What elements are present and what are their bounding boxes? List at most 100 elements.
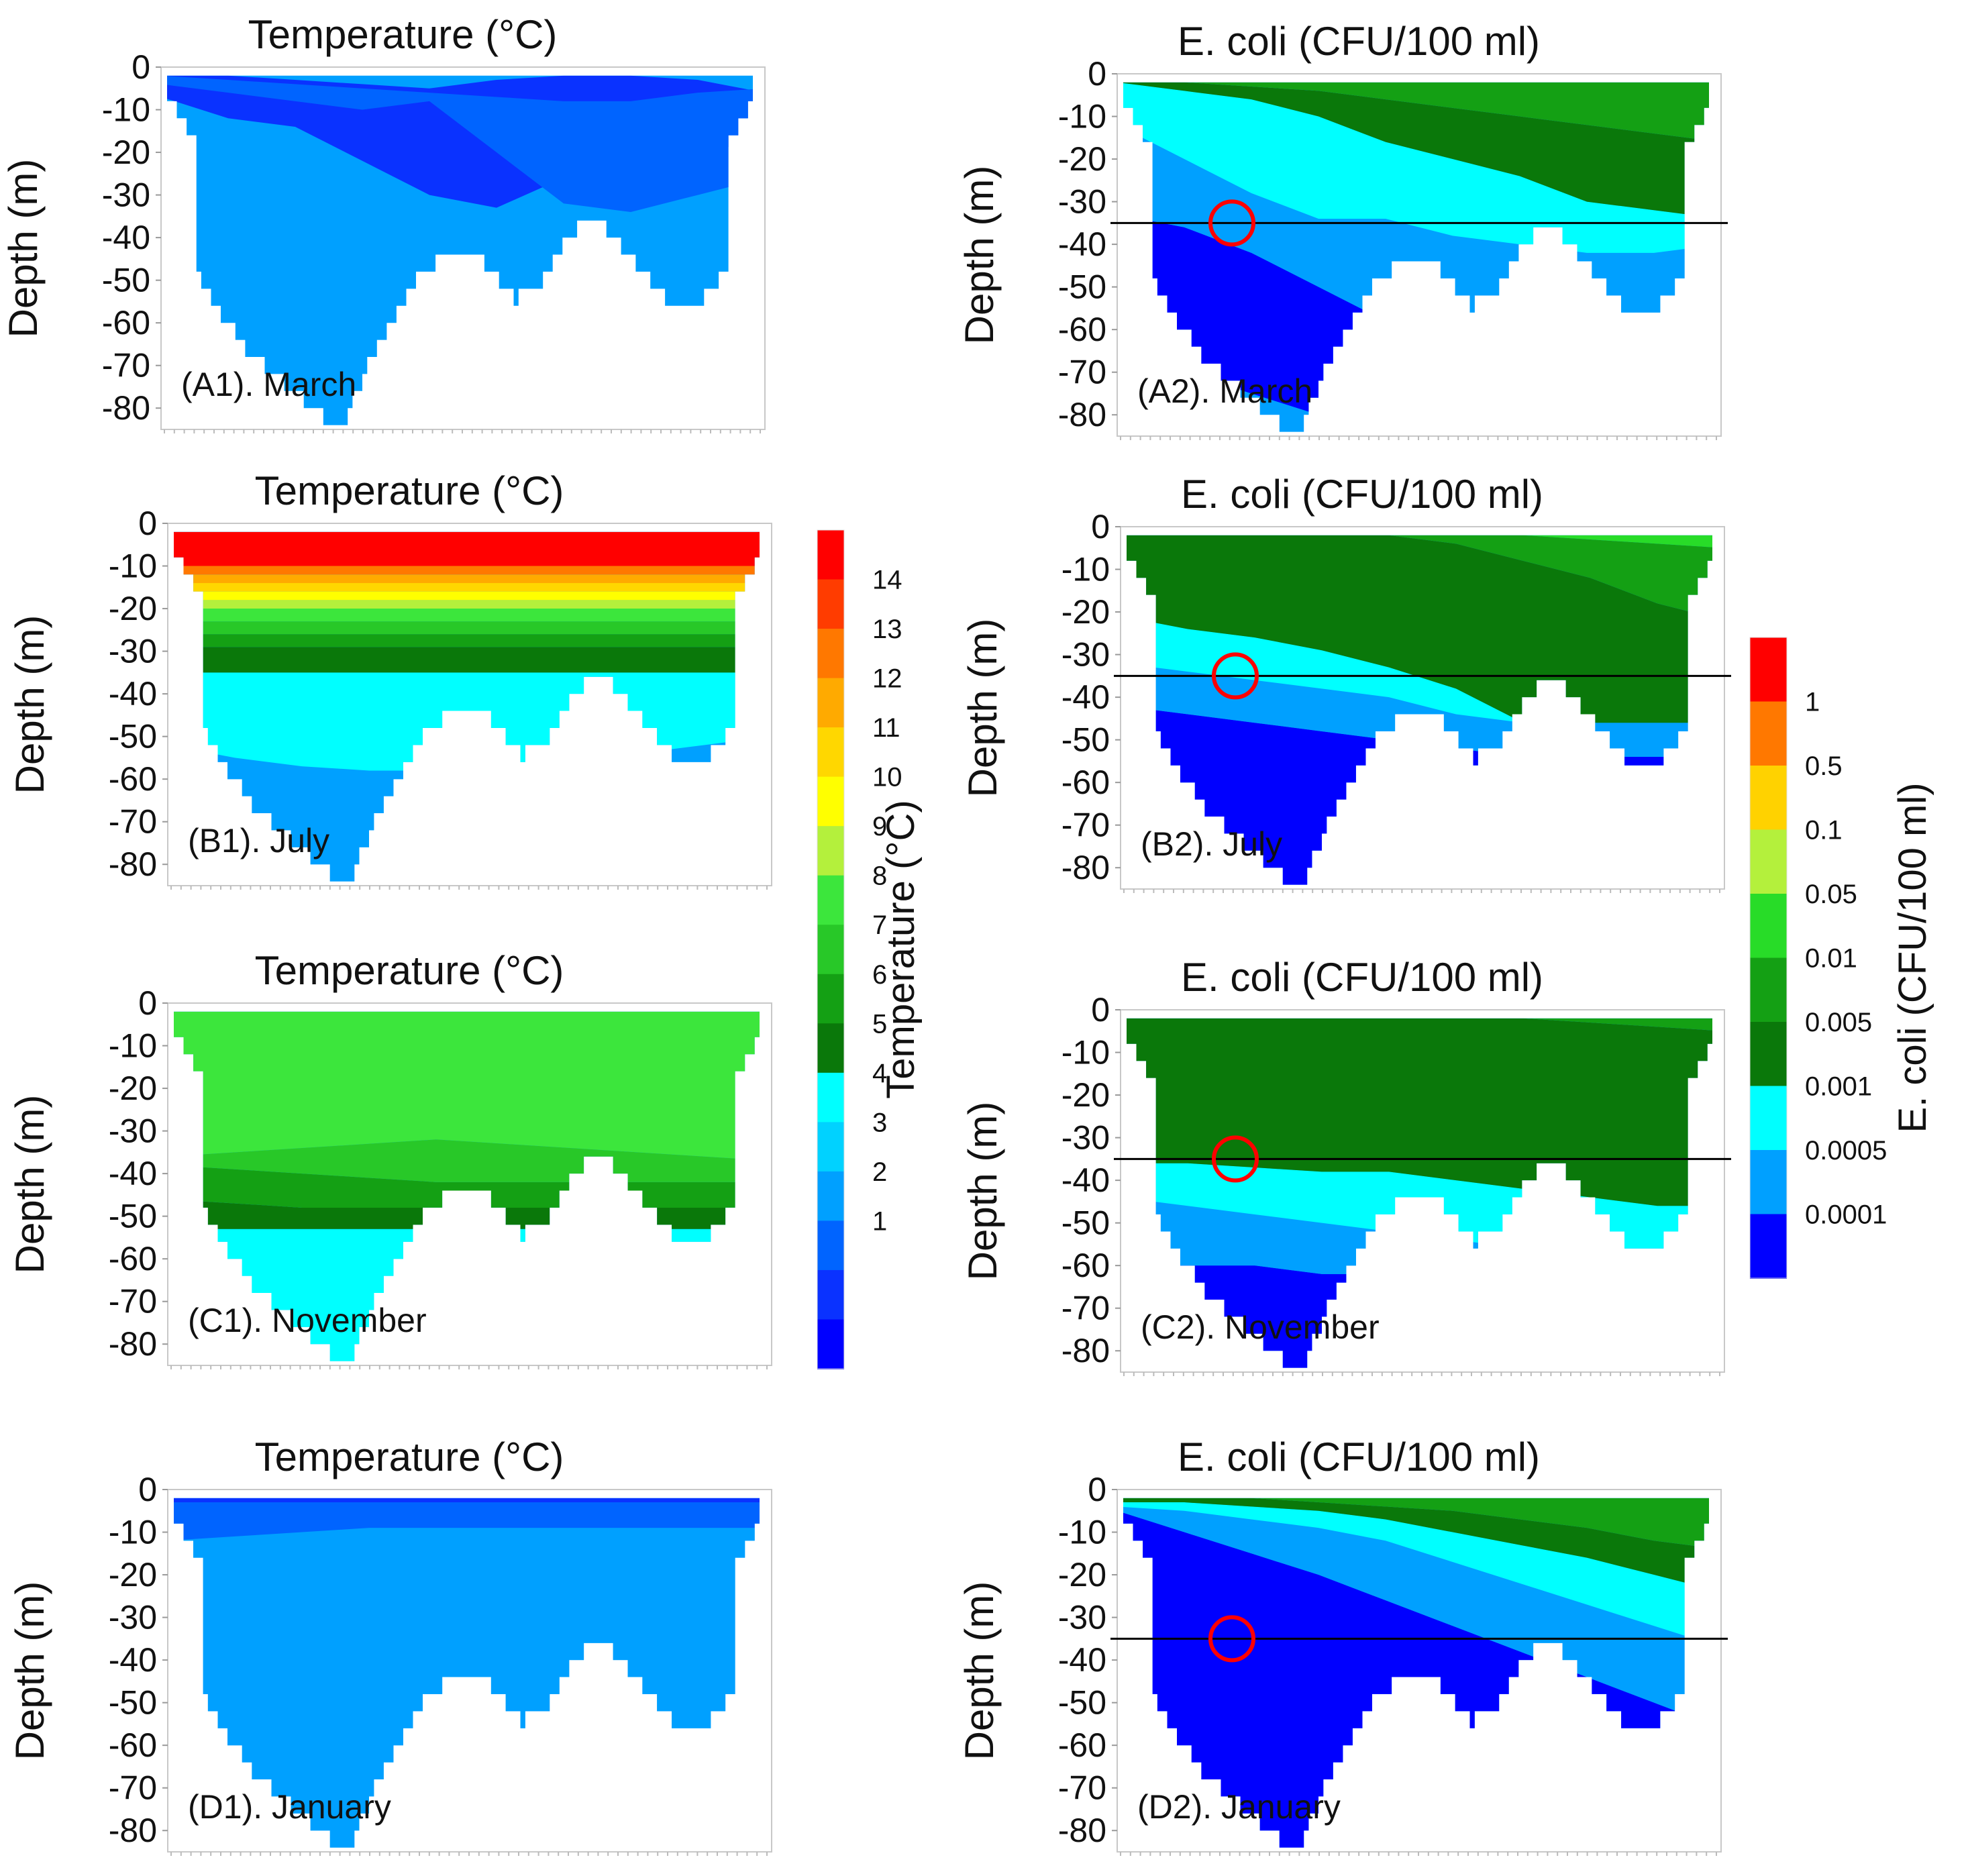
y-tick-label: -40 bbox=[102, 219, 150, 256]
panel-label: (C2). November bbox=[1141, 1308, 1380, 1346]
y-tick-label: -30 bbox=[109, 1112, 157, 1150]
y-tick-label: -60 bbox=[1061, 764, 1110, 801]
colorbar-title: E. coli (CFU/100 ml) bbox=[1891, 782, 1934, 1133]
y-tick-label: -50 bbox=[1058, 268, 1106, 306]
panel-label: (B1). July bbox=[188, 822, 329, 859]
colorbar-swatch bbox=[1750, 766, 1787, 831]
y-tick-label: -80 bbox=[102, 389, 150, 427]
y-axis-title: Depth (m) bbox=[1, 159, 46, 338]
y-tick-label: -80 bbox=[109, 1812, 157, 1849]
y-tick-label: -30 bbox=[1058, 183, 1106, 221]
contour-band-11 bbox=[174, 531, 760, 566]
colorbar-label: 0.01 bbox=[1805, 944, 1857, 974]
colorbar-label: 12 bbox=[872, 664, 902, 694]
contour-band-5 bbox=[1127, 535, 1712, 548]
y-axis-title: Depth (m) bbox=[7, 1581, 52, 1761]
colorbar-swatch bbox=[817, 1220, 844, 1271]
y-tick-label: -50 bbox=[109, 1198, 157, 1235]
contour-band-4 bbox=[174, 621, 760, 635]
y-tick-label: -10 bbox=[109, 1027, 157, 1065]
y-axis-title: Depth (m) bbox=[957, 1581, 1002, 1761]
panel-title: E. coli (CFU/100 ml) bbox=[1181, 472, 1543, 517]
y-tick-label: -60 bbox=[109, 760, 157, 798]
panel-label: (B2). July bbox=[1141, 825, 1282, 863]
colorbar-swatch bbox=[817, 1269, 844, 1320]
y-tick-label: -10 bbox=[1061, 551, 1110, 588]
y-tick-label: 0 bbox=[132, 48, 150, 86]
contour-band-10 bbox=[174, 566, 760, 575]
colorbar-swatch bbox=[817, 629, 844, 679]
y-axis-title: Depth (m) bbox=[957, 166, 1002, 345]
colorbar-swatch bbox=[817, 1072, 844, 1123]
colorbar-label: 14 bbox=[872, 566, 902, 595]
colorbar-label: 5 bbox=[872, 1009, 887, 1039]
y-axis-title: Depth (m) bbox=[960, 619, 1005, 798]
colorbar-label: 13 bbox=[872, 615, 902, 644]
y-tick-label: -10 bbox=[1058, 98, 1106, 136]
panel-label: (D2). January bbox=[1137, 1788, 1341, 1826]
y-tick-label: -70 bbox=[109, 1769, 157, 1807]
colorbar-title: Temperature (°C) bbox=[879, 800, 923, 1098]
colorbar-swatch bbox=[1750, 701, 1787, 766]
colorbar-swatch bbox=[817, 1319, 844, 1369]
y-tick-label: -10 bbox=[102, 91, 150, 129]
contour-band-1 bbox=[167, 75, 753, 212]
colorbar-swatch bbox=[1750, 957, 1787, 1023]
colorbar-label: 7 bbox=[872, 910, 887, 940]
panel-title: Temperature (°C) bbox=[255, 948, 564, 993]
colorbar-label: 0.1 bbox=[1805, 816, 1843, 845]
y-tick-label: -40 bbox=[109, 1641, 157, 1679]
colorbar-swatch bbox=[1750, 1150, 1787, 1215]
contour-band-3 bbox=[1123, 1498, 1709, 1592]
y-tick-label: -20 bbox=[109, 590, 157, 627]
panel-c1: 0 -10 -20 -30 -40 -50 -60 -70 -80 Depth (m) Temper… bbox=[7, 948, 772, 1369]
colorbar-frame bbox=[1749, 637, 1788, 1279]
y-tick-label: -20 bbox=[109, 1070, 157, 1107]
colorbar-label: 0.05 bbox=[1805, 880, 1857, 909]
y-tick-label: -10 bbox=[109, 1514, 157, 1551]
panel-title: E. coli (CFU/100 ml) bbox=[1178, 19, 1540, 64]
y-tick-label: -50 bbox=[102, 262, 150, 299]
colorbar-swatch bbox=[817, 826, 844, 876]
panel-d1: 0 -10 -20 -30 -40 -50 -60 -70 -80 Depth (m) Temper… bbox=[7, 1435, 772, 1856]
y-tick-label: -30 bbox=[1061, 636, 1110, 674]
y-tick-label: -50 bbox=[1061, 1204, 1110, 1242]
y-tick-label: -80 bbox=[109, 1325, 157, 1363]
y-tick-label: -50 bbox=[109, 718, 157, 755]
y-tick-label: -30 bbox=[102, 176, 150, 214]
y-tick-label: 0 bbox=[1088, 1471, 1106, 1508]
panel-label: (A2). March bbox=[1137, 372, 1312, 410]
colorbar-swatch bbox=[817, 678, 844, 729]
y-tick-label: 0 bbox=[1091, 508, 1110, 545]
y-tick-label: -80 bbox=[1058, 1812, 1106, 1849]
y-tick-label: 0 bbox=[138, 1471, 157, 1508]
y-tick-label: -70 bbox=[1058, 1769, 1106, 1807]
y-tick-label: -50 bbox=[109, 1684, 157, 1722]
panel-title: Temperature (°C) bbox=[255, 468, 564, 513]
y-tick-label: -40 bbox=[1061, 678, 1110, 716]
panel-label: (A1). March bbox=[181, 366, 356, 403]
colorbar-swatch bbox=[1750, 1022, 1787, 1087]
y-tick-label: -70 bbox=[1061, 1290, 1110, 1327]
y-tick-label: -70 bbox=[1061, 806, 1110, 844]
panel-d2: 0 -10 -20 -30 -40 -50 -60 -70 -80 Depth (m) E. col… bbox=[957, 1435, 1728, 1856]
y-tick-label: -40 bbox=[109, 1155, 157, 1192]
y-tick-label: -70 bbox=[1058, 354, 1106, 391]
colorbar-label: 4 bbox=[872, 1059, 887, 1088]
contour-band-1 bbox=[1123, 1506, 1709, 1728]
y-tick-label: 0 bbox=[1088, 55, 1106, 93]
y-tick-label: -50 bbox=[1061, 721, 1110, 759]
y-tick-label: -10 bbox=[1061, 1034, 1110, 1072]
colorbar-label: 3 bbox=[872, 1108, 887, 1137]
colorbar-label: 0.005 bbox=[1805, 1008, 1872, 1037]
panel-label: (D1). January bbox=[188, 1788, 391, 1826]
panel-title: E. coli (CFU/100 ml) bbox=[1181, 955, 1543, 1000]
highlight-circle-marker bbox=[1208, 1615, 1255, 1663]
y-tick-label: -20 bbox=[1061, 593, 1110, 631]
colorbar-swatch bbox=[817, 875, 844, 926]
y-axis-title: Depth (m) bbox=[7, 1095, 52, 1274]
y-tick-label: -20 bbox=[102, 134, 150, 171]
y-tick-label: -80 bbox=[1058, 396, 1106, 433]
panel-label: (C1). November bbox=[188, 1302, 427, 1339]
